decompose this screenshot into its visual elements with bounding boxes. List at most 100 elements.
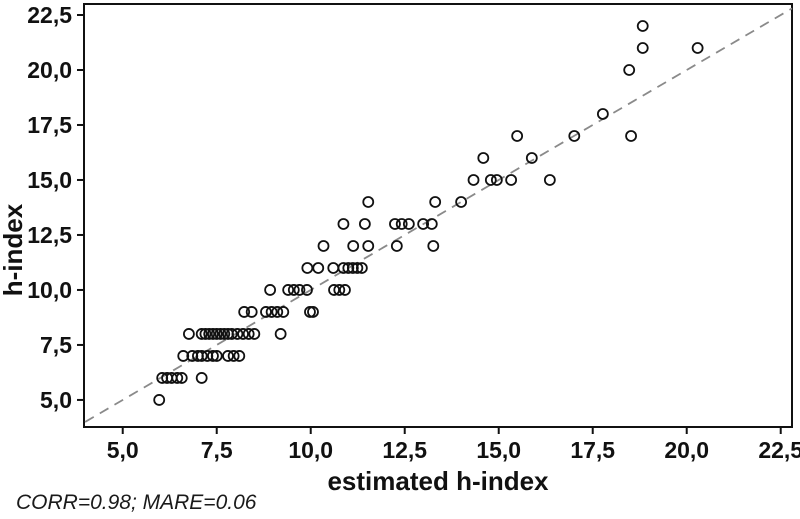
data-point (346, 262, 359, 274)
data-point (339, 284, 351, 296)
y-tick-label: 5,0 (40, 387, 72, 413)
x-axis-title: estimated h-index (327, 466, 549, 496)
data-point (207, 350, 219, 362)
data-point (264, 284, 277, 296)
y-tick-label: 12,5 (27, 222, 72, 248)
data-point (425, 218, 438, 230)
data-point (274, 328, 287, 340)
data-point (417, 218, 430, 230)
y-axis-ticks: 5,0 7,5 10,0 12,5 15,0 17,5 20,0 22,5 (27, 2, 84, 413)
y-tick-label: 17,5 (27, 112, 72, 138)
x-tick-label: 17,5 (570, 437, 615, 463)
y-tick-label: 10,0 (27, 277, 72, 303)
data-point (636, 42, 649, 54)
data-point (623, 64, 636, 76)
data-point (337, 218, 350, 230)
x-tick-label: 7,5 (201, 437, 233, 463)
data-point (467, 174, 480, 186)
data-point (175, 372, 188, 384)
data-point (282, 284, 295, 296)
data-point (171, 372, 184, 384)
y-tick-label: 7,5 (40, 332, 72, 358)
data-point (477, 152, 490, 164)
x-tick-label: 22,5 (758, 437, 800, 463)
data-point (511, 130, 524, 142)
data-point (390, 240, 403, 252)
x-axis-ticks: 5,0 7,5 10,0 12,5 15,0 17,5 20,0 22,5 (107, 427, 800, 463)
data-point (203, 328, 216, 340)
data-point (402, 218, 415, 230)
data-point (358, 218, 371, 230)
data-point (218, 328, 231, 340)
data-point (317, 240, 330, 252)
data-point (225, 328, 238, 340)
data-point (333, 284, 346, 296)
correlation-annotation: CORR=0.98; MARE=0.06 (16, 491, 257, 514)
x-tick-label: 5,0 (107, 437, 139, 463)
data-point (222, 350, 234, 362)
data-point (271, 306, 284, 318)
y-tick-label: 22,5 (27, 2, 72, 28)
data-point (596, 108, 609, 120)
x-tick-label: 12,5 (382, 437, 427, 463)
data-point (505, 174, 518, 186)
data-point (312, 262, 325, 274)
data-point (195, 328, 208, 340)
data-point (342, 262, 355, 274)
data-point (183, 328, 195, 340)
data-point (347, 240, 360, 252)
data-point (427, 240, 440, 252)
data-point (277, 306, 290, 318)
data-point (265, 306, 278, 318)
data-point (355, 262, 368, 274)
data-point (293, 284, 306, 296)
x-tick-label: 15,0 (476, 437, 521, 463)
y-axis-title: h-index (0, 203, 28, 296)
data-point (362, 196, 375, 208)
data-point (484, 174, 497, 186)
x-tick-label: 10,0 (288, 437, 333, 463)
data-point (237, 328, 249, 340)
data-point (395, 218, 408, 230)
data-point (455, 196, 468, 208)
data-point (195, 350, 208, 362)
data-point (238, 306, 251, 318)
data-point (260, 306, 272, 318)
data-point (568, 130, 581, 142)
y-tick-label: 20,0 (27, 57, 72, 83)
data-point (351, 262, 364, 274)
data-point (327, 262, 340, 274)
data-point (691, 42, 704, 54)
data-point (389, 218, 401, 230)
data-point (245, 306, 258, 318)
data-point (636, 20, 649, 32)
data-point (242, 328, 255, 340)
data-point (207, 328, 219, 340)
y-tick-label: 15,0 (27, 167, 72, 193)
data-point (231, 328, 244, 340)
plot-area-border (83, 3, 793, 428)
data-point (625, 130, 637, 142)
data-point (153, 394, 166, 406)
data-point (195, 372, 208, 384)
data-points (153, 20, 704, 406)
data-point (214, 328, 227, 340)
data-point (177, 350, 190, 362)
data-point (199, 328, 212, 340)
data-point (490, 174, 503, 186)
data-point (301, 284, 313, 296)
x-tick-label: 20,0 (664, 437, 709, 463)
data-point (233, 350, 246, 362)
data-point (210, 328, 223, 340)
data-point (362, 240, 375, 252)
data-point (543, 174, 556, 186)
data-point (307, 306, 319, 318)
data-point (210, 350, 223, 362)
data-point (287, 284, 300, 296)
data-point (301, 262, 314, 274)
data-point (248, 328, 261, 340)
data-point (525, 152, 538, 164)
data-point (227, 350, 240, 362)
